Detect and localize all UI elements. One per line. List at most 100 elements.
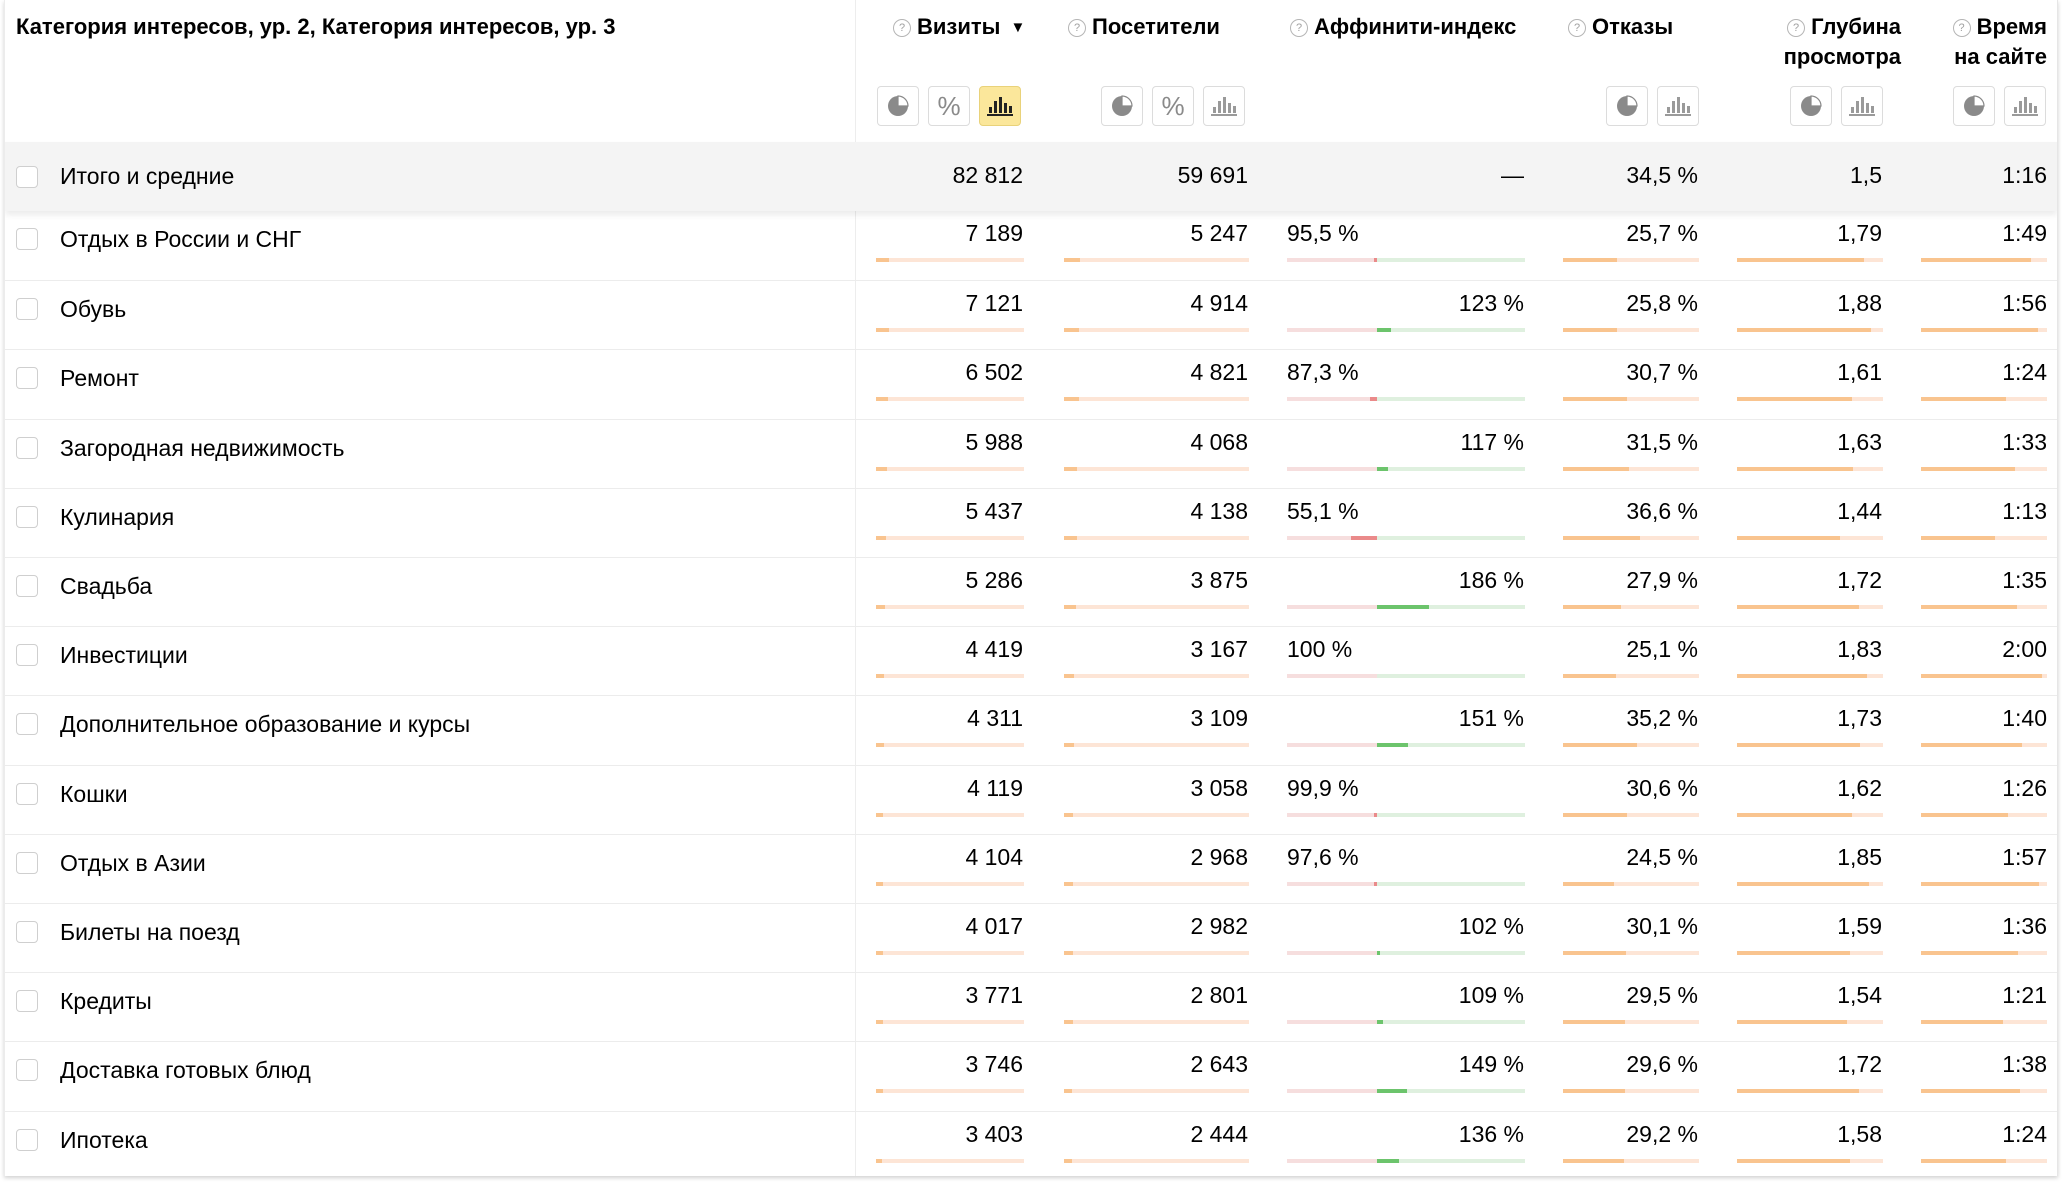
row-label[interactable]: Отдых в России и СНГ [60,226,302,252]
report-table: Категория интересов, ур. 2, Категория ин… [4,0,2058,1176]
row-checkbox[interactable] [16,782,38,805]
column-header-visitors[interactable]: ? Посетители [1068,12,1220,42]
table-row[interactable]: Кулинария 5 437 4 138 55,1 % 36,6 % 1,44 1:13 [5,487,2057,558]
visitors-bar-fill [1064,1089,1073,1094]
cell-depth: 1,83 [1837,636,1882,663]
row-label[interactable]: Ремонт [60,365,139,392]
visitors-percent-button[interactable]: % [1152,86,1194,126]
row-label[interactable]: Кулинария [60,503,175,530]
depth-bar-fill [1737,258,1865,262]
bar-chart-icon [1211,97,1237,116]
dimension-header[interactable]: Категория интересов, ур. 2, Категория ин… [16,14,616,39]
bar-chart-icon [2012,97,2038,116]
column-header-affinity[interactable]: ? Аффинити-индекс [1290,12,1516,42]
row-checkbox[interactable] [16,644,38,667]
affinity-bar-track-high [1377,951,1525,955]
affinity-bar-fill [1374,812,1378,817]
column-header-depth[interactable]: ? Глубина просмотра [1784,12,1901,72]
column-header-line: ? Отказы [1568,12,1673,42]
time-bar-chart-button[interactable] [2004,86,2046,126]
table-row[interactable]: Инвестиции 4 419 3 167 100 % 25,1 % 1,83 2:00 [5,626,2057,696]
row-checkbox[interactable] [16,1059,38,1082]
help-icon[interactable]: ? [1952,19,1971,37]
row-label[interactable]: Кошки [60,780,128,807]
row-label[interactable]: Ипотека [60,1126,148,1153]
row-checkbox[interactable] [16,505,38,528]
cell-affinity: 136 % [1458,1120,1524,1147]
time-pie-chart-button[interactable] [1953,86,1995,126]
column-header-time[interactable]: ? Время на сайте [1952,12,2047,72]
row-label[interactable]: Билеты на поезд [60,919,240,945]
bounce-bar-fill [1563,1020,1625,1025]
row-label[interactable]: Доставка готовых блюд [60,1057,311,1084]
visitors-bar-chart-button[interactable] [1203,86,1245,126]
row-checkbox[interactable] [16,1128,38,1151]
help-icon[interactable]: ? [1290,19,1308,37]
depth-pie-chart-button[interactable] [1790,86,1832,126]
table-row[interactable]: Кредиты 3 771 2 801 109 % 29,5 % 1,54 1:21 [5,972,2057,1042]
bounce-bar-fill [1563,328,1617,333]
row-checkbox[interactable] [16,367,38,390]
cell-visitors: 3 058 [1190,774,1248,801]
bounce-pie-chart-button[interactable] [1606,86,1648,126]
row-checkbox[interactable] [16,228,38,250]
visits-bar-chart-button[interactable] [979,86,1021,126]
row-checkbox[interactable] [16,575,38,597]
visits-bar-fill [876,535,886,540]
column-header-bounce[interactable]: ? Отказы [1568,12,1673,42]
affinity-bar-fill [1377,1020,1383,1025]
table-row[interactable]: Ипотека 3 403 2 444 136 % 29,2 % 1,58 1:24 [5,1110,2057,1176]
time-bar-fill [1921,258,2031,262]
visitors-bar-track [1064,743,1249,748]
help-icon[interactable]: ? [1568,19,1586,37]
table-row[interactable]: Загородная недвижимость 5 988 4 068 117 % 31… [5,418,2057,489]
row-label[interactable]: Дополнительное образование и курсы [60,711,471,738]
table-row[interactable]: Ремонт 6 502 4 821 87,3 % 30,7 % 1,61 1:24 [5,349,2057,419]
row-checkbox[interactable] [16,713,38,736]
visitors-bar-fill [1064,881,1074,886]
help-icon[interactable]: ? [1787,19,1806,37]
row-label[interactable]: Загородная недвижимость [60,434,345,461]
table-row[interactable]: Дополнительное образование и курсы 4 311 3… [5,695,2057,765]
row-label[interactable]: Кредиты [60,988,152,1015]
cell-bounce: 30,1 % [1626,913,1698,939]
bounce-bar-chart-button[interactable] [1657,86,1699,126]
table-row[interactable]: Кошки 4 119 3 058 99,9 % 30,6 % 1,62 1:26 [5,764,2057,835]
affinity-bar-track-high [1377,258,1525,262]
row-checkbox[interactable] [16,166,38,188]
row-label[interactable]: Свадьба [60,573,153,599]
table-row[interactable]: Доставка готовых блюд 3 746 2 643 149 % 29,6… [5,1041,2057,1111]
row-checkbox[interactable] [16,851,38,874]
row-label[interactable]: Отдых в Азии [60,849,206,876]
visitors-bar-fill [1064,466,1077,471]
visitors-bar-fill [1064,743,1074,748]
visits-pie-chart-button[interactable] [877,86,919,126]
visits-percent-button[interactable]: % [928,86,970,126]
cell-affinity: 123 % [1458,290,1524,317]
depth-bar-chart-button[interactable] [1841,86,1883,126]
row-checkbox[interactable] [16,298,38,321]
affinity-bar-track-low [1287,1158,1378,1163]
table-row[interactable]: Свадьба 5 286 3 875 186 % 27,9 % 1,72 1:35 [5,557,2057,627]
cell-affinity: 102 % [1458,913,1524,939]
table-row[interactable]: Билеты на поезд 4 017 2 982 102 % 30,1 % 1,59… [5,903,2057,973]
affinity-bar-track-high [1377,397,1525,402]
sort-desc-icon[interactable]: ▼ [1010,19,1026,36]
visits-bar-fill [876,674,884,679]
column-header-visits[interactable]: ? Визиты ▼ [893,12,1025,43]
row-checkbox[interactable] [16,990,38,1013]
row-label[interactable]: Инвестиции [60,642,188,669]
row-checkbox[interactable] [16,921,38,943]
cell-depth: 1,85 [1837,843,1882,870]
visitors-pie-chart-button[interactable] [1101,86,1143,126]
row-label[interactable]: Обувь [60,296,127,323]
row-checkbox[interactable] [16,436,38,459]
pie-chart-icon [1964,95,1985,116]
table-row[interactable]: Обувь 7 121 4 914 123 % 25,8 % 1,88 1:56 [5,280,2057,350]
help-icon[interactable]: ? [893,19,911,37]
table-row[interactable]: Отдых в Азии 4 104 2 968 97,6 % 24,5 % 1,85 1:… [5,833,2057,904]
table-row[interactable]: Отдых в России и СНГ 7 189 5 247 95,5 % 25,7… [5,211,2057,280]
help-icon[interactable]: ? [1068,19,1086,37]
visitors-bar-track [1064,1020,1249,1025]
percent-icon: % [1161,91,1185,121]
